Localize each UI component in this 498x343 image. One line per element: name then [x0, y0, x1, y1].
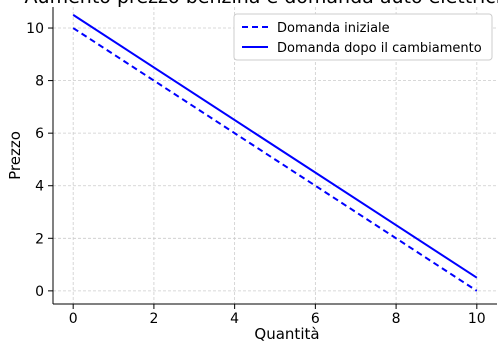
- x-tick-label: 2: [149, 311, 158, 327]
- y-axis-label: Prezzo: [6, 131, 24, 180]
- x-tick-label: 8: [392, 311, 401, 327]
- series-lines: [72, 14, 478, 292]
- axes: 0 2 4 6 8 10 0 2 4 6 8 10: [26, 7, 497, 327]
- legend-label-2: Domanda dopo il cambiamento: [277, 41, 482, 56]
- y-tick-label: 6: [35, 126, 44, 142]
- series-line-2: [72, 14, 478, 279]
- y-tick-label: 0: [35, 284, 44, 300]
- x-axis-label: Quantità: [254, 325, 319, 343]
- legend-frame: [233, 13, 493, 61]
- x-tick-label: 4: [230, 311, 239, 327]
- y-tick-label: 8: [35, 74, 44, 90]
- x-tick-label: 0: [69, 311, 78, 327]
- y-tick-label: 10: [26, 21, 44, 37]
- chart-title: Aumento prezzo benzina e domanda auto el…: [25, 0, 498, 8]
- legend: Domanda iniziale Domanda dopo il cambiame…: [233, 13, 493, 61]
- x-tick-label: 10: [468, 311, 486, 327]
- x-tick-label: 6: [311, 311, 320, 327]
- y-tick-label: 2: [35, 231, 44, 247]
- series-line-1: [72, 27, 478, 292]
- y-tick-label: 4: [35, 179, 44, 195]
- legend-label-1: Domanda iniziale: [277, 21, 390, 36]
